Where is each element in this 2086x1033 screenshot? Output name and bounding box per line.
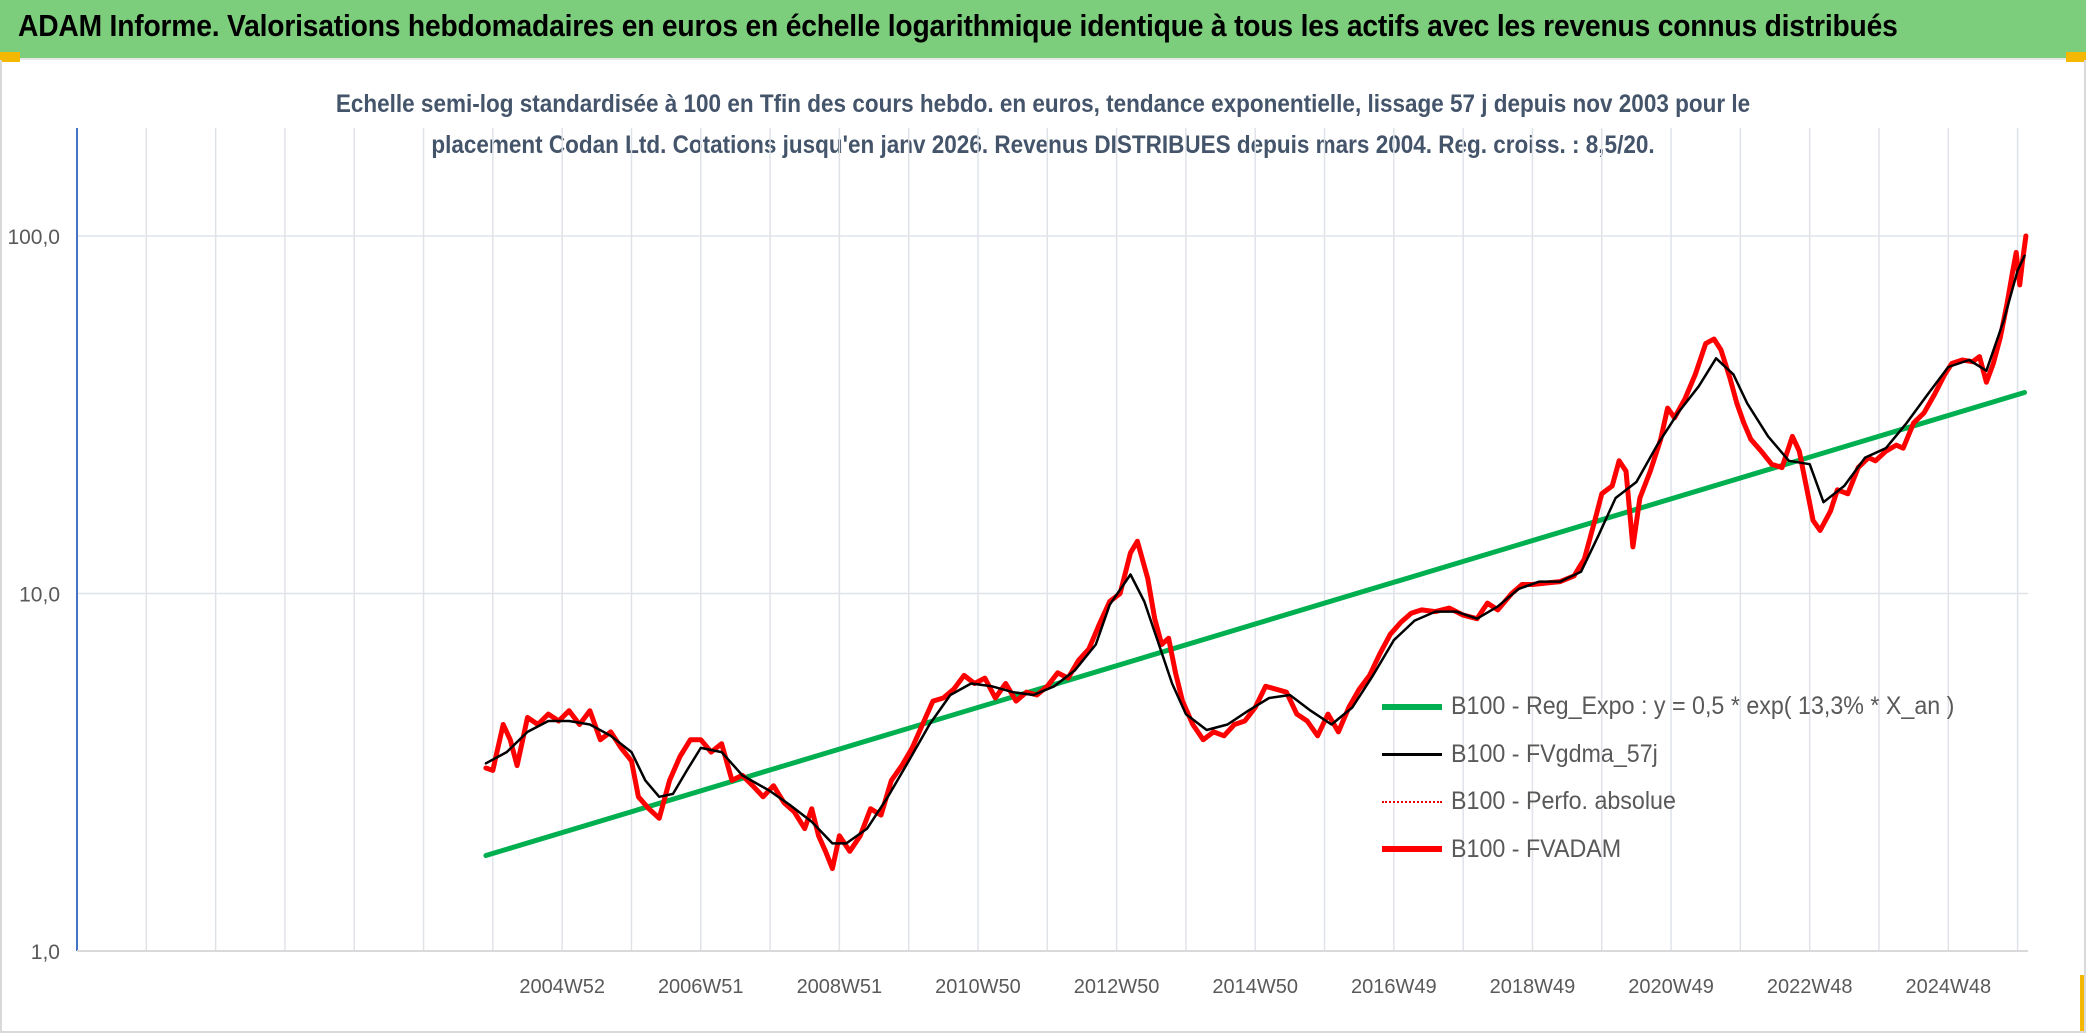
x-tick-label: 2016W49 [1351, 976, 1437, 998]
x-tick-label: 2024W48 [1905, 976, 1991, 998]
x-tick-label: 2020W49 [1628, 976, 1714, 998]
x-tick-label: 2012W50 [1074, 976, 1160, 998]
x-tick-label: 2010W50 [935, 976, 1021, 998]
legend-label-reg-expo: B100 - Reg_Expo : y = 0,5 * exp( 13,3% *… [1451, 692, 1955, 721]
corner-marker-left [0, 52, 20, 62]
legend-swatch-fvgdma [1382, 752, 1442, 756]
corner-marker-right [2066, 52, 2086, 62]
y-tick-label: 10,0 [19, 584, 60, 607]
legend-item-fvadam: B100 - FVADAM [1382, 826, 1992, 874]
legend-swatch-perfo-absolue [1382, 800, 1442, 803]
legend-label-fvgdma: B100 - FVgdma_57j [1451, 739, 1658, 768]
y-tick-label: 100,0 [7, 226, 60, 249]
chart-title-line-2: placement Codan Ltd. Cotations jusqu'en … [431, 131, 1655, 159]
x-tick-label: 2006W51 [658, 976, 744, 998]
legend-swatch-fvadam [1382, 846, 1442, 853]
series-line-fvgdma [484, 254, 2026, 845]
chart-legend: B100 - Reg_Expo : y = 0,5 * exp( 13,3% *… [1382, 683, 1992, 873]
chart-frame [0, 60, 2086, 1033]
x-tick-label: 2014W50 [1212, 976, 1298, 998]
x-tick-label: 2008W51 [797, 976, 883, 998]
legend-item-reg-expo: B100 - Reg_Expo : y = 0,5 * exp( 13,3% *… [1382, 683, 1992, 731]
corner-marker-bottom-right [2080, 975, 2086, 1033]
x-tick-label: 2018W49 [1490, 976, 1576, 998]
legend-label-fvadam: B100 - FVADAM [1451, 834, 1622, 863]
x-tick-label: 2022W48 [1767, 976, 1853, 998]
y-tick-label: 1,0 [31, 941, 60, 964]
legend-item-fvgdma: B100 - FVgdma_57j [1382, 731, 1992, 779]
legend-item-perfo-absolue: B100 - Perfo. absolue [1382, 778, 1992, 826]
legend-label-perfo-absolue: B100 - Perfo. absolue [1451, 787, 1676, 816]
chart-title: Echelle semi-log standardisée à 100 en T… [243, 84, 1843, 166]
legend-swatch-reg-expo [1382, 703, 1442, 710]
chart-title-line-1: Echelle semi-log standardisée à 100 en T… [335, 90, 1751, 118]
report-banner: ADAM Informe. Valorisations hebdomadaire… [0, 0, 2086, 60]
series-line-fvadam [483, 233, 2029, 872]
x-tick-label: 2004W52 [519, 976, 605, 998]
report-title: ADAM Informe. Valorisations hebdomadaire… [18, 8, 1898, 43]
